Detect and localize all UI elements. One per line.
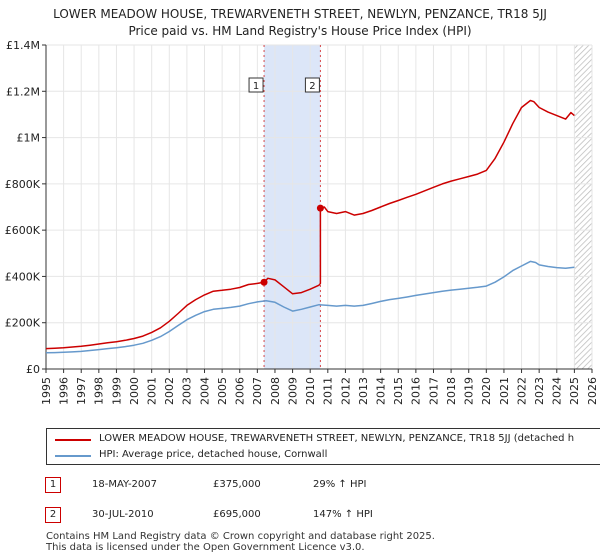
series-line-hpi [45, 260, 575, 354]
y-tick-label: £600K [5, 224, 41, 237]
x-tick-label: 2003 [181, 377, 194, 405]
chart-legend: LOWER MEADOW HOUSE, TREWARVENETH STREET,… [46, 428, 600, 465]
legend-swatch-hpi [55, 455, 91, 457]
x-tick-label: 1999 [110, 377, 123, 405]
series-line-property [45, 99, 575, 350]
x-tick-label: 2012 [339, 377, 352, 405]
x-tick-label: 2016 [410, 377, 423, 405]
x-tick-label: 1995 [40, 377, 53, 405]
legend-swatch-property [55, 439, 91, 441]
x-tick-label: 2021 [498, 377, 511, 405]
y-tick-label: £0 [26, 363, 40, 376]
chart-title-line1: LOWER MEADOW HOUSE, TREWARVENETH STREET,… [53, 7, 547, 21]
x-tick-label: 2013 [357, 377, 370, 405]
sale-point [260, 278, 268, 286]
x-tick-label: 1998 [93, 377, 106, 405]
x-tick-label: 2004 [198, 377, 211, 405]
legend-label-hpi: HPI: Average price, detached house, Corn… [99, 449, 328, 460]
sale-date: 18-MAY-2007 [92, 479, 158, 490]
footer-attribution: Contains HM Land Registry data © Crown c… [46, 531, 435, 553]
sale-row: 1 18-MAY-2007 £375,000 29% ↑ HPI [0, 477, 600, 497]
x-tick-label: 1996 [57, 377, 70, 405]
x-tick-label: 2008 [269, 377, 282, 405]
sale-row: 2 30-JUL-2010 £695,000 147% ↑ HPI [0, 507, 600, 527]
sale-label-text: 1 [253, 81, 259, 92]
sale-label-text: 2 [309, 81, 315, 92]
future-hatch-region [574, 45, 592, 369]
chart-title: LOWER MEADOW HOUSE, TREWARVENETH STREET,… [0, 6, 600, 40]
sale-price: £375,000 [213, 479, 261, 490]
sale-label-box [304, 77, 320, 93]
sale-hpi-change: 29% ↑ HPI [313, 479, 367, 490]
x-tick-label: 2006 [234, 377, 247, 405]
x-tick-label: 2020 [480, 377, 493, 405]
sale-label-box [248, 77, 264, 93]
x-tick-label: 2001 [146, 377, 159, 405]
y-tick-label: £1.2M [6, 85, 40, 98]
y-tick-label: £800K [5, 178, 41, 191]
legend-label-property: LOWER MEADOW HOUSE, TREWARVENETH STREET,… [99, 433, 575, 444]
x-tick-label: 1997 [75, 377, 88, 405]
x-tick-label: 2019 [463, 377, 476, 405]
footer-line2: This data is licensed under the Open Gov… [46, 542, 365, 553]
x-tick-label: 2011 [322, 377, 335, 405]
sale-price: £695,000 [213, 509, 261, 520]
sale-marker: 2 [45, 507, 61, 523]
sale-hpi-change: 147% ↑ HPI [313, 509, 373, 520]
y-tick-label: £1M [17, 132, 41, 145]
x-tick-label: 2002 [163, 377, 176, 405]
x-tick-label: 2014 [374, 377, 387, 405]
x-tick-label: 2024 [551, 377, 564, 405]
x-tick-label: 2000 [128, 377, 141, 405]
x-tick-label: 2022 [515, 377, 528, 405]
x-tick-label: 2018 [445, 377, 458, 405]
x-tick-label: 2009 [286, 377, 299, 405]
y-tick-label: £1.4M [6, 39, 40, 52]
x-tick-label: 2007 [251, 377, 264, 405]
x-tick-label: 2015 [392, 377, 405, 405]
x-tick-label: 2023 [533, 377, 546, 405]
y-tick-label: £400K [5, 270, 41, 283]
price-chart: £0 £200K £400K £600K £800K £1M £1.2M £1.4M 1995 1… [5, 39, 599, 405]
x-tick-label: 2026 [586, 377, 599, 405]
x-tick-label: 2017 [427, 377, 440, 405]
sale-date: 30-JUL-2010 [92, 509, 154, 520]
sale-point [316, 204, 324, 212]
footer-line1: Contains HM Land Registry data © Crown c… [46, 531, 435, 542]
sale-marker: 1 [45, 477, 61, 493]
y-tick-label: £200K [5, 317, 41, 330]
x-tick-label: 2005 [216, 377, 229, 405]
x-tick-label: 2010 [304, 377, 317, 405]
chart-title-line2: Price paid vs. HM Land Registry's House … [128, 24, 472, 38]
x-tick-label: 2025 [568, 377, 581, 405]
